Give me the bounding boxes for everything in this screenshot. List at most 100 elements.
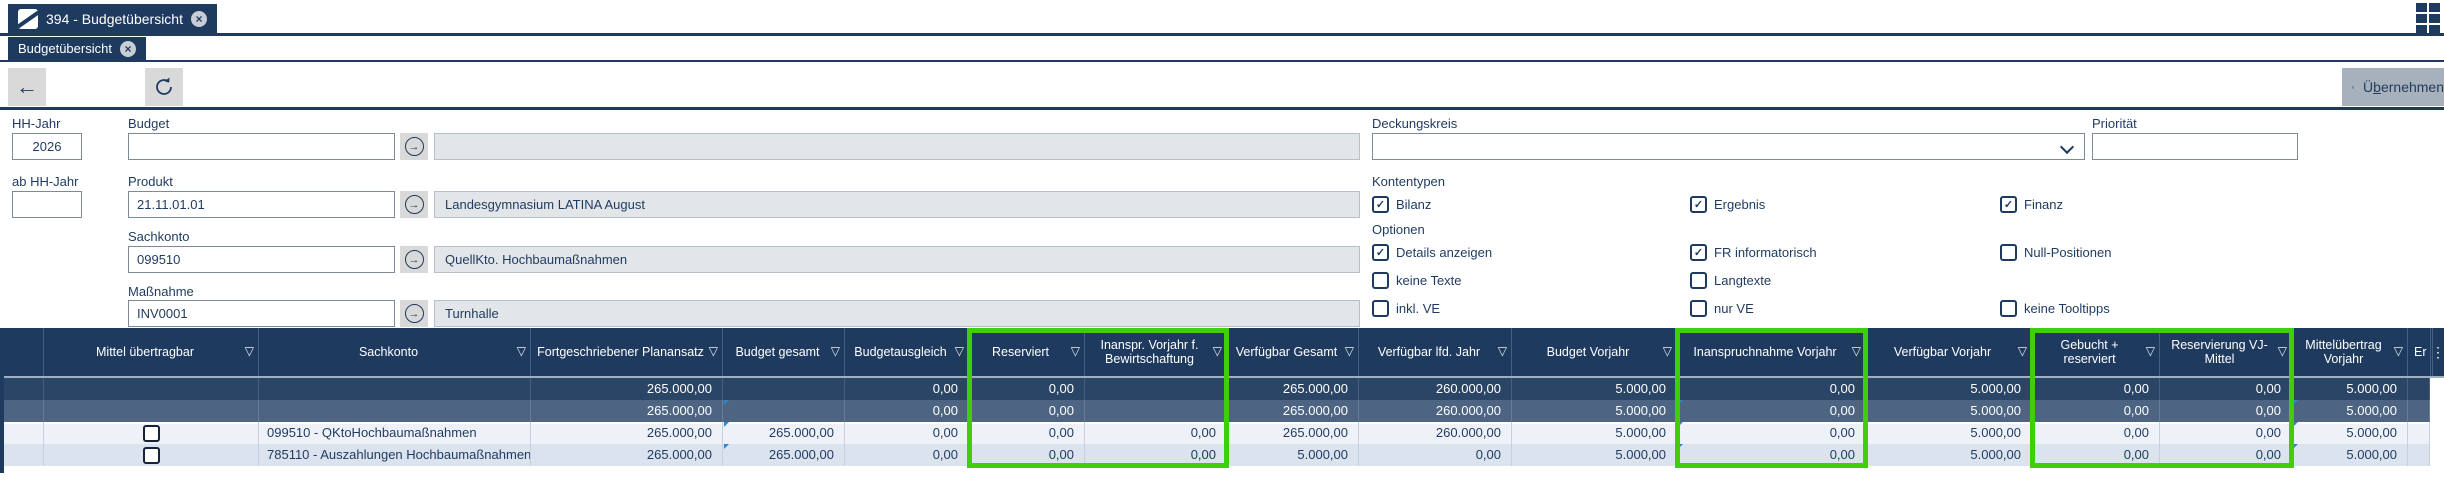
filter-icon[interactable]: ▽ (1344, 344, 1354, 359)
inner-tab[interactable]: Budgetübersicht × (8, 37, 146, 60)
produkt-input[interactable] (128, 191, 395, 218)
column-header[interactable]: Gebucht + reserviert ▽ (2032, 328, 2160, 376)
cell-marker-icon (724, 400, 729, 405)
sachkonto-lookup-button[interactable]: → (400, 246, 428, 273)
cell: 0,00 (1677, 444, 1866, 466)
checkbox[interactable]: ✓ (2000, 195, 2017, 213)
apply-label: Übernehmen (2363, 79, 2444, 95)
budget-input[interactable] (128, 133, 395, 160)
checkbox[interactable] (1372, 271, 1389, 289)
cell (44, 378, 259, 400)
filter-icon[interactable]: ▽ (516, 344, 526, 359)
prioritaet-label: Priorität (2092, 116, 2137, 131)
table-row[interactable]: 265.000,00 0,00 0,00 265.000,00 260.000,00 5.… (0, 400, 2430, 422)
cell: 265.000,00 (531, 422, 723, 444)
table-row[interactable]: 265.000,00 0,00 0,00 265.000,00 260.000,00 5.… (0, 378, 2430, 400)
cell-marker-icon (1678, 422, 1683, 427)
cell: 5.000,00 (1227, 444, 1359, 466)
checkbox-item[interactable]: ✓ Bilanz (1372, 195, 1431, 213)
checkbox[interactable]: ✓ (1372, 195, 1389, 213)
arrow-right-icon: → (404, 137, 424, 156)
filter-icon[interactable]: ▽ (2017, 344, 2027, 359)
checkbox-item[interactable]: Null-Positionen (2000, 243, 2111, 261)
column-header[interactable]: Sachkonto ▽ (259, 328, 531, 376)
massnahme-lookup-button[interactable]: → (400, 300, 428, 327)
apply-button[interactable]: Übernehmen (2342, 68, 2444, 106)
checkbox-item[interactable]: ✓ Ergebnis (1690, 195, 1765, 213)
checkbox-item[interactable]: keine Tooltipps (2000, 299, 2110, 317)
checkbox[interactable]: ✓ (1372, 243, 1389, 261)
filter-icon[interactable]: ▽ (708, 344, 718, 359)
cell (723, 400, 845, 422)
column-header[interactable]: Reservierung VJ-Mittel ▽ (2160, 328, 2292, 376)
cell: 0,00 (1359, 444, 1512, 466)
column-header[interactable]: Fortgeschriebener Planansatz ▽ (531, 328, 723, 376)
checkbox[interactable] (1690, 299, 1707, 317)
checkbox[interactable] (1372, 299, 1389, 317)
filter-icon[interactable]: ▽ (954, 344, 964, 359)
checkbox-item[interactable]: ✓ Finanz (2000, 195, 2063, 213)
hh-jahr-input[interactable] (12, 133, 82, 160)
column-header[interactable]: Inanspruchnahme Vorjahr ▽ (1677, 328, 1866, 376)
column-menu-icon[interactable]: ⋮ (2430, 328, 2444, 376)
row-checkbox[interactable] (142, 446, 160, 464)
column-header[interactable]: Mittelübertrag Vorjahr ▽ (2292, 328, 2408, 376)
column-header[interactable]: Budgetausgleich ▽ (845, 328, 969, 376)
sachkonto-input[interactable] (128, 246, 395, 273)
prioritaet-input[interactable] (2092, 133, 2298, 160)
filter-icon[interactable]: ▽ (830, 344, 840, 359)
checkbox-item[interactable]: Langtexte (1690, 271, 1771, 289)
ab-hh-jahr-input[interactable] (12, 191, 82, 218)
app-grid-icon[interactable] (2416, 3, 2440, 34)
ab-hh-jahr-label: ab HH-Jahr (12, 174, 79, 189)
column-header-label: Budget Vorjahr (1546, 344, 1630, 359)
column-header[interactable]: Reserviert ▽ (969, 328, 1085, 376)
column-header[interactable]: Inanspr. Vorjahr f. Bewirtschaftung ▽ (1085, 328, 1227, 376)
column-header[interactable]: Budget gesamt ▽ (723, 328, 845, 376)
cell: 5.000,00 (1866, 400, 2032, 422)
table-row[interactable]: 099510 - QKtoHochbaumaßnahmen 265.000,00 2… (0, 422, 2430, 444)
close-icon[interactable]: × (119, 40, 136, 57)
back-button[interactable]: ← (8, 68, 46, 106)
cell: 0,00 (1677, 378, 1866, 400)
cell (259, 378, 531, 400)
checkbox-item[interactable]: ✓ Details anzeigen (1372, 243, 1492, 261)
refresh-button[interactable] (145, 68, 183, 106)
column-header[interactable]: Verfügbar Vorjahr ▽ (1866, 328, 2032, 376)
checkbox-item[interactable]: inkl. VE (1372, 299, 1440, 317)
table-row[interactable]: 785110 - Auszahlungen Hochbaumaßnahmen 26… (0, 444, 2430, 466)
checkbox-item[interactable]: ✓ FR informatorisch (1690, 243, 1817, 261)
checkbox-label: Langtexte (1714, 272, 1772, 288)
filter-icon[interactable]: ▽ (1851, 344, 1861, 359)
filter-icon[interactable]: ▽ (1497, 344, 1507, 359)
column-header[interactable]: Mittel übertragbar ▽ (44, 328, 259, 376)
checkbox[interactable]: ✓ (1690, 195, 1707, 213)
deckungskreis-select[interactable] (1372, 133, 2085, 160)
filter-icon[interactable]: ▽ (1662, 344, 1672, 359)
column-header[interactable]: Budget Vorjahr ▽ (1512, 328, 1677, 376)
filter-icon[interactable]: ▽ (2277, 344, 2287, 359)
column-header[interactable]: Verfügbar Gesamt ▽ (1227, 328, 1359, 376)
filter-icon[interactable]: ▽ (2393, 344, 2403, 359)
checkbox-item[interactable]: keine Texte (1372, 271, 1462, 289)
checkbox-item[interactable]: nur VE (1690, 299, 1754, 317)
massnahme-input[interactable] (128, 300, 395, 327)
cell: 0,00 (2160, 422, 2292, 444)
close-icon[interactable]: × (190, 11, 207, 27)
filter-icon[interactable]: ▽ (1212, 344, 1222, 359)
filter-icon[interactable]: ▽ (2145, 344, 2155, 359)
row-checkbox[interactable] (142, 424, 160, 442)
refresh-icon (156, 77, 172, 95)
checkbox[interactable] (2000, 299, 2017, 317)
produkt-lookup-button[interactable]: → (400, 191, 428, 218)
cell: 0,00 (2032, 444, 2160, 466)
filter-icon[interactable]: ▽ (1070, 344, 1080, 359)
cell (0, 444, 44, 466)
checkbox[interactable] (1690, 271, 1707, 289)
checkbox[interactable] (2000, 243, 2017, 261)
column-header[interactable]: Verfügbar lfd. Jahr ▽ (1359, 328, 1512, 376)
checkbox[interactable]: ✓ (1690, 243, 1707, 261)
main-tab[interactable]: 394 - Budgetübersicht × (8, 4, 217, 34)
filter-icon[interactable]: ▽ (244, 344, 254, 359)
budget-lookup-button[interactable]: → (400, 133, 428, 160)
